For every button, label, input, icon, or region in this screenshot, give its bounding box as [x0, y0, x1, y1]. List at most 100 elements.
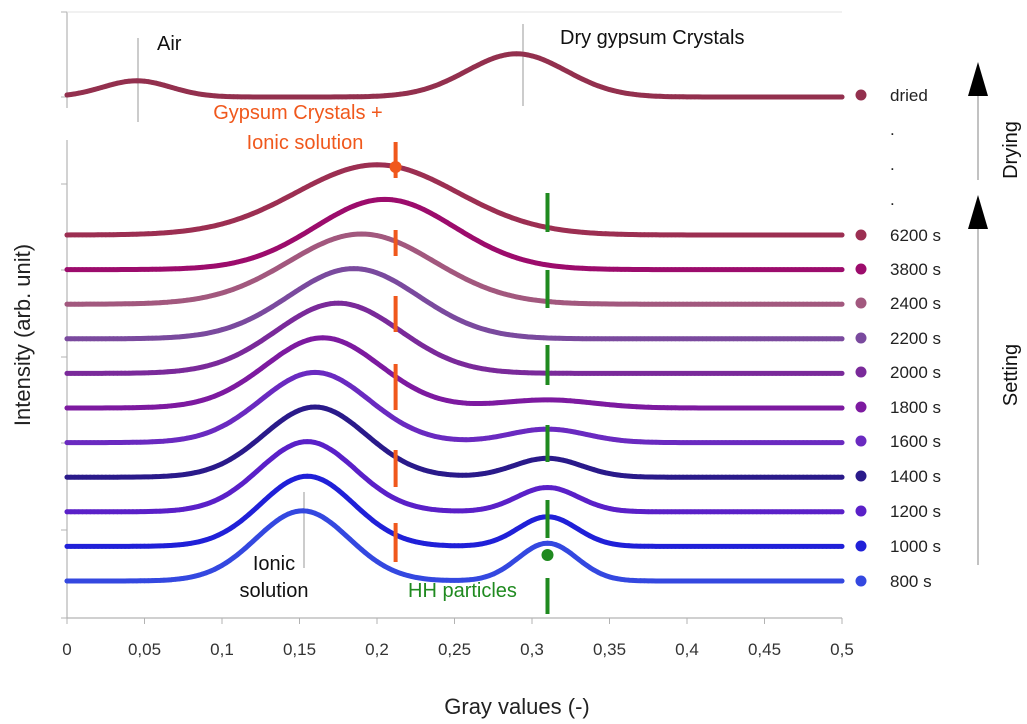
series-point — [812, 94, 818, 100]
series-point — [456, 543, 461, 549]
series-point — [479, 401, 484, 406]
series-point — [727, 232, 732, 238]
series-point — [750, 578, 756, 584]
series-point — [397, 498, 403, 504]
series-point — [483, 366, 488, 372]
series-point — [324, 371, 329, 377]
series-point — [281, 482, 287, 487]
series-point — [87, 232, 93, 238]
x-tick-label: 0,05 — [128, 640, 161, 659]
series-point — [366, 162, 372, 168]
series-point — [630, 578, 636, 583]
legend-item: 2200 s — [855, 329, 941, 348]
series-point — [64, 578, 70, 584]
series-point — [688, 509, 694, 515]
series-point — [87, 544, 93, 549]
series-point — [688, 405, 694, 411]
series-point — [146, 474, 151, 480]
series-point — [293, 190, 298, 196]
series-point — [688, 578, 694, 584]
series-point — [820, 474, 825, 480]
series-point — [773, 405, 779, 411]
series-point — [777, 94, 783, 100]
series-point — [622, 577, 628, 583]
series-point — [370, 357, 376, 363]
series-point — [657, 301, 663, 307]
x-tick-label: 0 — [62, 640, 71, 659]
series-point — [638, 232, 643, 238]
series-point — [483, 242, 488, 248]
series-point — [684, 94, 690, 100]
series-point — [99, 371, 105, 376]
series-point — [688, 474, 694, 480]
series-point — [715, 544, 721, 549]
series-point — [258, 252, 264, 258]
series-point — [153, 404, 159, 410]
series-point — [347, 94, 353, 100]
series-point — [676, 94, 682, 100]
series-point — [401, 91, 407, 97]
series-point — [215, 565, 221, 570]
series-point — [72, 544, 78, 549]
series-point — [688, 440, 694, 445]
series-point — [211, 223, 217, 229]
series-point — [835, 336, 841, 342]
series-point — [781, 267, 787, 272]
series-point — [115, 267, 120, 272]
series-point — [549, 370, 554, 376]
series-point — [552, 226, 558, 232]
series-point — [246, 475, 252, 481]
series-point — [711, 301, 717, 307]
series-point — [839, 544, 845, 549]
series-point — [397, 419, 403, 425]
series-point — [839, 267, 845, 272]
series-point — [95, 509, 101, 515]
series-point — [766, 371, 771, 376]
legend-label: 1800 s — [890, 398, 941, 417]
series-point — [781, 336, 787, 342]
series-point — [254, 400, 260, 406]
legend-swatch — [855, 401, 867, 413]
series-point — [157, 578, 163, 583]
series-point — [177, 298, 182, 304]
series-point — [471, 542, 477, 548]
series-point — [180, 576, 186, 581]
series-point — [320, 405, 326, 411]
series-point — [180, 228, 186, 234]
series-point — [297, 188, 302, 194]
series-point — [576, 526, 581, 532]
series-point — [301, 371, 306, 377]
series-point — [769, 405, 775, 411]
series-point — [200, 92, 206, 97]
series-point — [537, 298, 543, 304]
series-point — [359, 547, 364, 552]
series-point — [773, 371, 779, 376]
series-point — [405, 333, 411, 339]
series-point — [126, 578, 132, 584]
series-point — [494, 502, 500, 508]
series-point — [235, 322, 240, 327]
series-point — [448, 268, 453, 274]
series-point — [525, 398, 531, 403]
series-point — [603, 301, 608, 307]
series-point — [634, 404, 639, 410]
series-point — [618, 231, 624, 237]
series-point — [107, 474, 112, 480]
series-point — [645, 578, 651, 584]
series-point — [781, 232, 787, 238]
legend-item: 3800 s — [855, 260, 941, 279]
series-point — [692, 578, 698, 584]
series-point — [165, 83, 171, 89]
series-point — [196, 332, 202, 338]
series-point — [320, 303, 326, 308]
series-point — [704, 509, 709, 515]
series-point — [359, 94, 364, 100]
series-point — [386, 93, 391, 98]
series-point — [308, 474, 314, 479]
series-point — [95, 301, 101, 307]
series-point — [281, 261, 287, 267]
series-point — [289, 192, 295, 198]
series-point — [215, 392, 221, 398]
series-point — [518, 429, 523, 435]
series-point — [552, 515, 558, 521]
